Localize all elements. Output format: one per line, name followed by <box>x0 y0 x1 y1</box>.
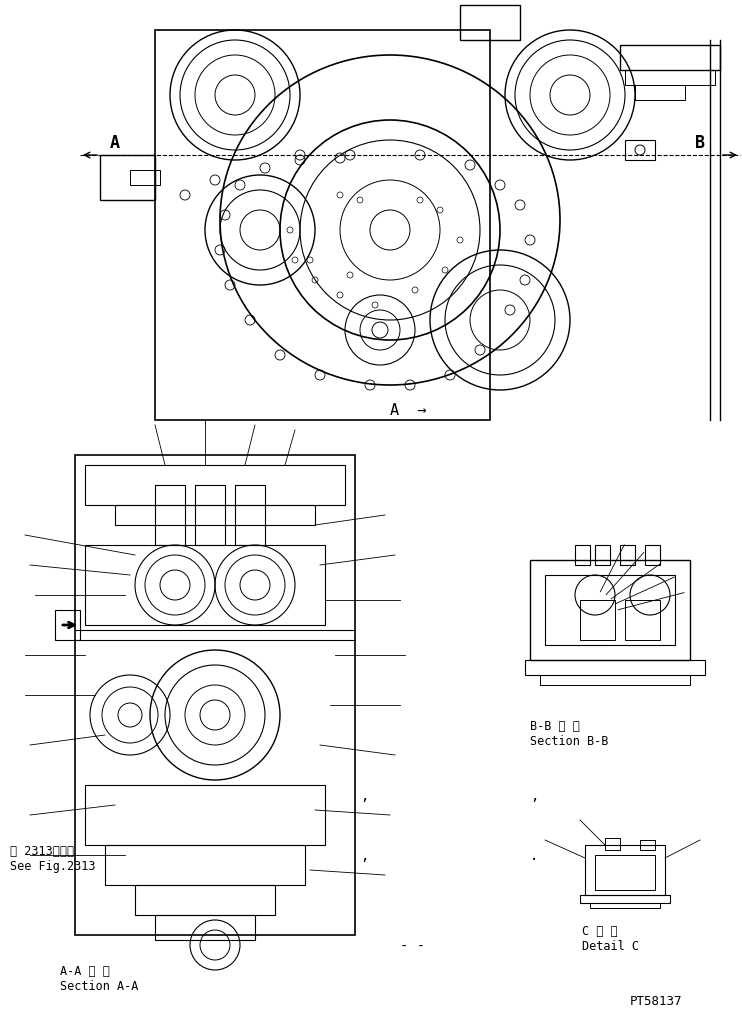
Bar <box>590 903 660 908</box>
Bar <box>625 70 715 85</box>
Bar <box>540 675 690 685</box>
Bar <box>155 30 490 420</box>
Text: A  →: A → <box>390 403 427 418</box>
Text: B-B 断 面: B-B 断 面 <box>530 720 580 733</box>
Bar <box>530 560 690 660</box>
Bar <box>155 915 255 940</box>
Text: ,: , <box>360 789 368 803</box>
Bar <box>580 600 615 640</box>
Bar <box>620 45 720 70</box>
Bar <box>115 505 315 525</box>
Text: Section A-A: Section A-A <box>60 980 138 993</box>
Bar <box>625 600 660 640</box>
Bar <box>575 545 590 565</box>
Bar <box>595 545 610 565</box>
Bar <box>85 545 325 625</box>
Bar <box>620 545 635 565</box>
Bar <box>585 845 665 895</box>
Bar <box>85 785 325 845</box>
Text: Section B-B: Section B-B <box>530 735 608 748</box>
Bar <box>460 5 520 40</box>
Bar <box>235 485 265 545</box>
Bar <box>130 170 160 185</box>
Bar <box>580 895 670 903</box>
Bar <box>595 855 655 890</box>
Bar <box>625 140 655 160</box>
Text: PT58137: PT58137 <box>630 995 683 1008</box>
Text: .: . <box>530 849 539 863</box>
Bar <box>55 610 80 640</box>
Bar <box>155 485 185 545</box>
Text: A-A 断 面: A-A 断 面 <box>60 965 110 978</box>
Bar <box>605 838 620 850</box>
Text: C 詳 細: C 詳 細 <box>582 925 617 938</box>
Text: ,: , <box>360 849 368 863</box>
Bar <box>75 455 355 935</box>
Bar <box>195 485 225 545</box>
Text: ,: , <box>530 789 539 803</box>
Bar <box>545 575 675 645</box>
Text: See Fig.2313: See Fig.2313 <box>10 860 96 873</box>
Bar <box>525 660 705 675</box>
Text: A: A <box>110 134 120 152</box>
Bar <box>635 85 685 100</box>
Text: Detail C: Detail C <box>582 940 639 953</box>
Bar <box>645 545 660 565</box>
Text: - -: - - <box>400 939 425 953</box>
Text: B: B <box>695 134 705 152</box>
Text: 第 2313図参照: 第 2313図参照 <box>10 845 74 858</box>
Bar <box>85 465 345 505</box>
Bar <box>105 845 305 885</box>
Bar <box>640 840 655 850</box>
Bar <box>135 885 275 915</box>
Bar <box>100 155 155 200</box>
